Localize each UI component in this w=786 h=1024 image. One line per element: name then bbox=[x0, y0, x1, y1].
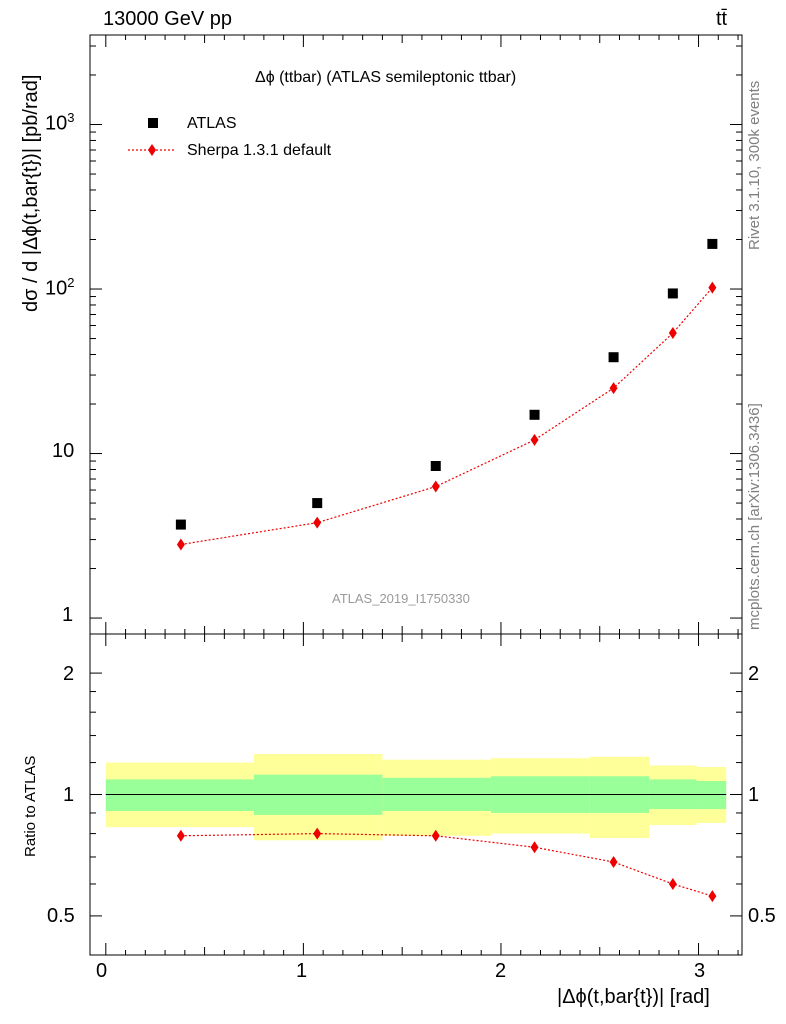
ratio-band-inner bbox=[105, 779, 254, 812]
legend-marker-sherpa bbox=[148, 144, 156, 156]
atlas-data-point bbox=[529, 409, 540, 420]
axis-ticks bbox=[90, 35, 742, 955]
sherpa-ratio-point bbox=[176, 829, 185, 842]
sherpa-data-point bbox=[530, 433, 539, 446]
sherpa-data-point bbox=[668, 327, 677, 340]
main-y-axis-label: dσ / d |Δϕ(t,bar{t})| [pb/rad] bbox=[20, 74, 42, 312]
x-axis-label: |Δϕ(t,bar{t})| [rad] bbox=[557, 986, 710, 1008]
main-ytick-label-1000: 103 bbox=[45, 110, 75, 135]
legend-marker-atlas bbox=[148, 118, 158, 128]
ratio-y-axis-label: Ratio to ATLAS bbox=[22, 755, 39, 857]
sherpa-data-point bbox=[708, 281, 717, 294]
rivet-version-label: Rivet 3.1.10, 300k events bbox=[746, 80, 763, 250]
ratio-ytick-label-right-2: 2 bbox=[748, 663, 760, 685]
atlas-data-point bbox=[175, 519, 186, 530]
sherpa-ratio-point bbox=[431, 829, 440, 842]
main-ytick-label-100: 102 bbox=[45, 275, 75, 300]
collision-energy-label: 13000 GeV pp bbox=[103, 8, 232, 30]
xtick-label-3: 3 bbox=[694, 960, 706, 982]
mcplots-reference-label: mcplots.cern.ch [arXiv:1306.3436] bbox=[746, 403, 763, 630]
xtick-label-2: 2 bbox=[495, 960, 507, 982]
sherpa-data-point bbox=[313, 516, 322, 529]
analysis-id-label: ATLAS_2019_I1750330 bbox=[332, 591, 470, 606]
ratio-ytick-label-right-0.5: 0.5 bbox=[748, 905, 776, 927]
atlas-data-point bbox=[707, 238, 718, 249]
process-label: tt̄ bbox=[716, 8, 728, 30]
atlas-data-point bbox=[312, 498, 323, 509]
ratio-band-inner bbox=[696, 781, 727, 810]
main-ytick-label-1: 1 bbox=[62, 604, 74, 626]
data-markers bbox=[175, 238, 718, 903]
sherpa-ratio-point bbox=[609, 856, 618, 869]
sherpa-ratio-curve bbox=[180, 832, 713, 897]
ratio-uncertainty-bands bbox=[105, 754, 727, 841]
xtick-label-0: 0 bbox=[96, 960, 108, 982]
legend-label-sherpa: Sherpa 1.3.1 default bbox=[187, 142, 332, 159]
sherpa-data-point bbox=[431, 480, 440, 493]
sherpa-ratio-point bbox=[668, 877, 677, 890]
atlas-data-point bbox=[430, 460, 441, 471]
main-ytick-label-10: 10 bbox=[52, 440, 75, 462]
atlas-data-point bbox=[608, 352, 619, 363]
ratio-ytick-label-right-1: 1 bbox=[748, 784, 760, 806]
sherpa-data-point bbox=[176, 538, 185, 551]
sherpa-ratio-point bbox=[313, 827, 322, 840]
ratio-ytick-label-left-2: 2 bbox=[63, 663, 75, 685]
sherpa-data-point bbox=[609, 382, 618, 395]
legend-label-atlas: ATLAS bbox=[187, 115, 237, 132]
sherpa-main-curve bbox=[180, 287, 713, 546]
legend-markers bbox=[128, 118, 176, 156]
sherpa-ratio-point bbox=[708, 890, 717, 903]
ratio-ytick-label-left-0.5: 0.5 bbox=[47, 905, 75, 927]
plot-title: Δϕ (ttbar) (ATLAS semileptonic ttbar) bbox=[255, 69, 517, 86]
ratio-ytick-label-left-1: 1 bbox=[63, 784, 75, 806]
sherpa-ratio-point bbox=[530, 841, 539, 854]
xtick-label-1: 1 bbox=[296, 960, 308, 982]
atlas-data-point bbox=[667, 288, 678, 299]
